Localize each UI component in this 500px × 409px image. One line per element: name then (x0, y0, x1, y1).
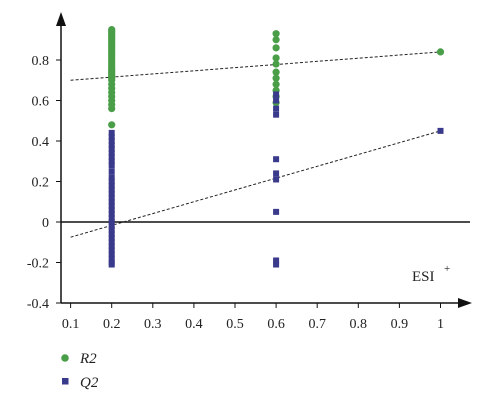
x-tick-label: 0.1 (62, 317, 80, 332)
points-group (108, 26, 445, 268)
point-q2 (108, 194, 115, 201)
point-q2 (108, 223, 115, 230)
x-tick-label: 0.8 (350, 317, 368, 332)
trendlines-group (70, 51, 441, 238)
y-tick-label: 0.4 (32, 135, 50, 150)
axis-annotation: ESI (412, 269, 435, 285)
point-q2 (108, 198, 115, 205)
x-tick-label: 0.2 (103, 317, 121, 332)
point-r2 (272, 44, 280, 52)
trendline-r2 (70, 51, 441, 81)
x-tick-label: 0.5 (226, 317, 244, 332)
point-q2 (108, 154, 115, 161)
point-q2 (108, 219, 115, 225)
y-tick-label: 0.2 (32, 176, 50, 191)
point-q2 (108, 190, 115, 197)
point-q2 (437, 127, 444, 134)
point-q2 (108, 178, 115, 185)
x-tick-label: 0.7 (308, 317, 326, 332)
legend-marker-r2 (61, 354, 69, 362)
point-q2 (108, 174, 115, 181)
y-tick-label: 0.6 (32, 95, 50, 110)
point-r2 (272, 68, 280, 76)
point-r2 (272, 36, 280, 44)
y-tick-label: 0 (42, 216, 49, 231)
point-q2 (273, 176, 280, 183)
point-q2 (273, 261, 280, 268)
x-tick-label: 1 (437, 317, 444, 332)
x-tick-label: 0.4 (185, 317, 203, 332)
point-q2 (273, 105, 280, 112)
point-q2 (273, 97, 280, 104)
point-q2 (108, 243, 115, 250)
point-q2 (108, 227, 115, 234)
legend-marker-q2 (62, 378, 69, 385)
point-r2 (272, 54, 280, 62)
axis-annotation-sup: + (444, 263, 450, 275)
point-r2 (272, 80, 280, 88)
axes-group (56, 12, 472, 308)
point-q2 (108, 168, 115, 175)
x-tick-label: 0.9 (391, 317, 409, 332)
x-tick-label: 0.3 (144, 317, 162, 332)
point-q2 (108, 231, 115, 238)
point-q2 (273, 170, 280, 177)
point-q2 (108, 162, 115, 169)
point-q2 (108, 261, 115, 268)
point-q2 (108, 146, 115, 153)
point-q2 (273, 257, 280, 264)
point-q2 (273, 156, 280, 163)
point-q2 (108, 210, 115, 217)
point-q2 (108, 138, 115, 144)
point-q2 (108, 247, 115, 254)
point-r2 (272, 60, 280, 68)
point-q2 (108, 186, 115, 193)
point-r2 (272, 30, 280, 38)
point-q2 (273, 91, 280, 98)
point-q2 (108, 182, 115, 189)
point-q2 (108, 214, 115, 221)
point-q2 (108, 206, 115, 213)
point-q2 (108, 235, 115, 242)
point-q2 (108, 251, 115, 258)
y-tick-label: 0.8 (32, 54, 50, 69)
legend: R2 Q2 (61, 351, 99, 391)
point-q2 (108, 150, 115, 157)
x-tick-label: 0.6 (267, 317, 285, 332)
point-r2 (108, 121, 116, 129)
point-q2 (273, 208, 280, 215)
point-q2 (108, 142, 115, 149)
y-tick-label: -0.2 (27, 257, 49, 272)
y-axis-arrow (56, 12, 66, 26)
point-q2 (108, 129, 115, 136)
y-tick-label: -0.4 (27, 297, 49, 312)
point-r2 (436, 48, 445, 56)
point-q2 (108, 158, 115, 165)
labels-group: -0.4 -0.2 0 0.2 0.4 0.6 0.8 0.1 0.2 0.3 0.4 0.5 0.6 0… (27, 54, 450, 332)
legend-label-q2: Q2 (80, 375, 99, 391)
point-q2 (108, 239, 115, 246)
point-q2 (108, 202, 115, 209)
point-r2 (108, 105, 116, 113)
point-q2 (273, 111, 280, 118)
x-axis-arrow (458, 298, 472, 308)
trendline-q2 (70, 130, 441, 238)
legend-label-r2: R2 (79, 351, 97, 367)
point-r2 (272, 74, 280, 82)
point-q2 (108, 255, 115, 262)
point-q2 (108, 133, 115, 140)
